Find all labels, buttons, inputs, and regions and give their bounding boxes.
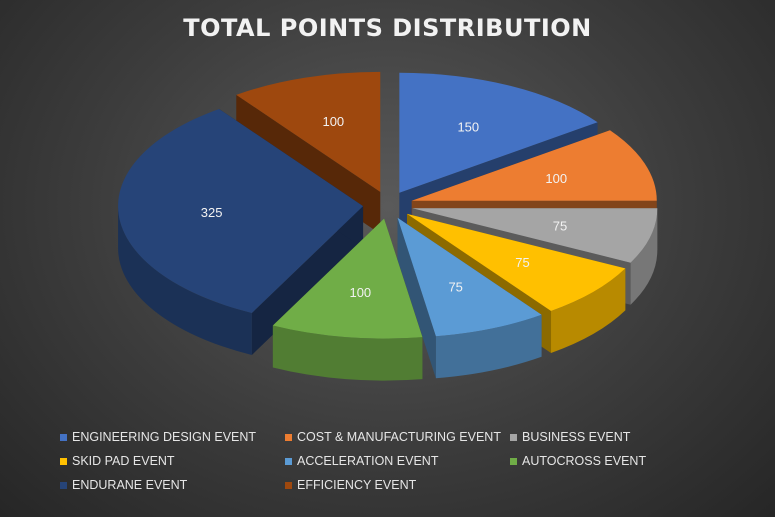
legend-swatch — [285, 481, 292, 489]
data-label-0: 150 — [457, 119, 479, 134]
legend-entry-1: COST & MANUFACTURING EVENT — [285, 430, 510, 444]
legend-entry-4: ACCELERATION EVENT — [285, 454, 510, 468]
chart-title: TOTAL POINTS DISTRIBUTION — [183, 14, 592, 42]
legend-label: ENDURANE EVENT — [72, 478, 188, 492]
legend-entry-2: BUSINESS EVENT — [510, 430, 735, 444]
legend-label: SKID PAD EVENT — [72, 454, 175, 468]
legend-swatch — [285, 457, 292, 465]
data-label-4: 75 — [448, 279, 462, 294]
chart-legend: ENGINEERING DESIGN EVENT COST & MANUFACTU… — [60, 430, 760, 492]
legend-entry-5: AUTOCROSS EVENT — [510, 454, 735, 468]
legend-entry-0: ENGINEERING DESIGN EVENT — [60, 430, 285, 444]
data-label-6: 325 — [201, 205, 223, 220]
legend-swatch — [60, 433, 67, 441]
legend-swatch — [60, 457, 67, 465]
legend-entry-7: EFFICIENCY EVENT — [285, 478, 510, 492]
data-label-7: 100 — [322, 114, 344, 129]
data-label-2: 75 — [553, 219, 567, 234]
legend-swatch — [60, 481, 67, 489]
legend-swatch — [510, 433, 517, 441]
legend-swatch — [285, 433, 292, 441]
pie-slice-5 — [272, 218, 423, 381]
legend-label: BUSINESS EVENT — [522, 430, 631, 444]
legend-entry-6: ENDURANE EVENT — [60, 478, 285, 492]
data-label-5: 100 — [349, 285, 371, 300]
pie-slice-6 — [118, 108, 364, 355]
legend-label: ACCELERATION EVENT — [297, 454, 439, 468]
legend-label: EFFICIENCY EVENT — [297, 478, 417, 492]
legend-swatch — [510, 457, 517, 465]
data-label-1: 100 — [545, 171, 567, 186]
legend-label: ENGINEERING DESIGN EVENT — [72, 430, 257, 444]
legend-label: COST & MANUFACTURING EVENT — [297, 430, 501, 444]
pie-slice-4 — [397, 217, 542, 379]
data-label-3: 75 — [515, 255, 529, 270]
legend-entry-3: SKID PAD EVENT — [60, 454, 285, 468]
pie-chart: 150 100 75 75 75 100 325 100 — [118, 71, 658, 381]
legend-label: AUTOCROSS EVENT — [522, 454, 647, 468]
